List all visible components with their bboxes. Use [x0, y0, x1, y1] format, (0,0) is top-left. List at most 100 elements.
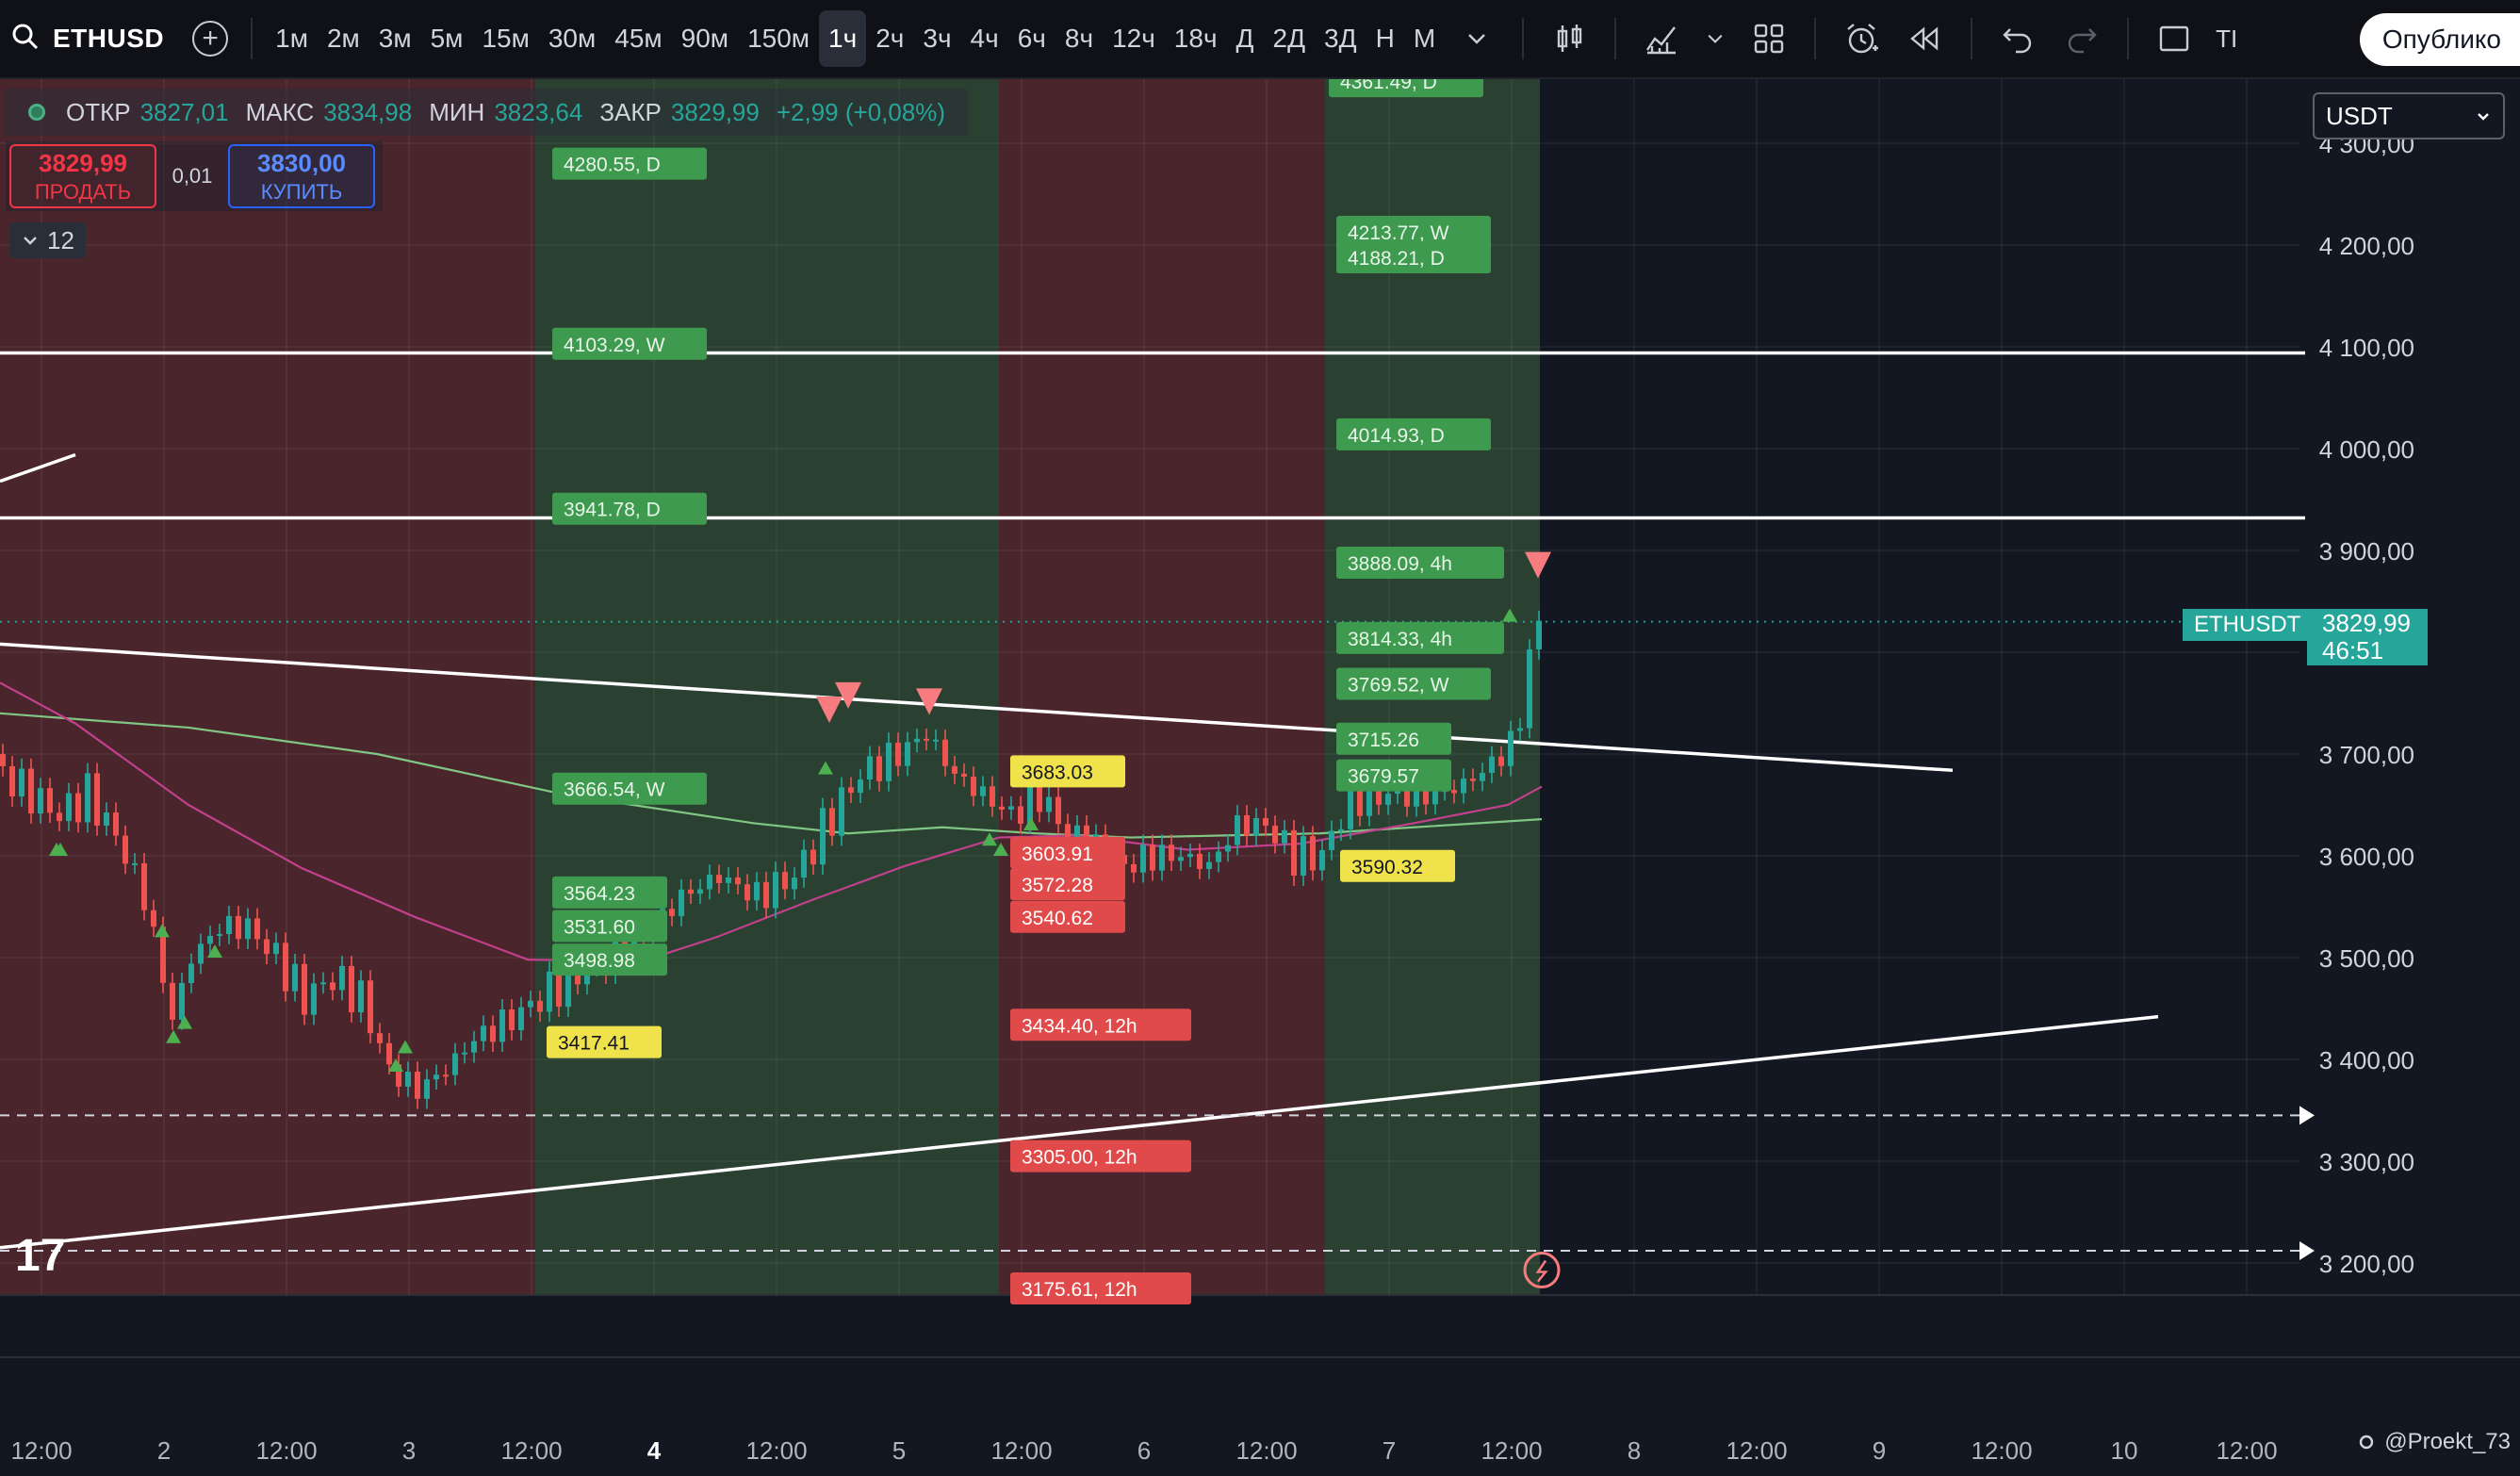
level-label-bg [1336, 667, 1491, 700]
timeframe-button[interactable]: 3м [378, 24, 412, 53]
time-axis-label: 10 [2110, 1436, 2138, 1465]
candle-body [141, 862, 147, 910]
timeframe-button[interactable]: 2ч [875, 24, 905, 53]
time-axis-label: 6 [1137, 1436, 1152, 1465]
buy-button[interactable]: 3830,00 КУПИТЬ [228, 144, 375, 208]
level-label: 3666.54, W [564, 779, 665, 801]
candle-body [170, 982, 175, 1020]
candle-body [1206, 861, 1212, 869]
sell-button[interactable]: 3829,99 ПРОДАТЬ [9, 144, 156, 208]
indicators-dropdown-button[interactable] [1699, 12, 1731, 65]
level-label: 3305.00, 12h [1022, 1147, 1137, 1169]
chart-area[interactable]: 4 300,00 4 200,00 4 100,00 4 000,00 3 900,00… [0, 79, 2520, 1419]
alert-button[interactable] [1835, 12, 1888, 65]
timeframe-button[interactable]: 150м [747, 24, 810, 53]
chart-type-button[interactable] [1543, 12, 1595, 65]
level-label: 3531.60 [564, 917, 635, 939]
layouts-button[interactable] [1743, 12, 1795, 65]
undo-button[interactable] [1991, 12, 2044, 65]
candle-body [829, 808, 835, 836]
price-axis-label: 3 300,00 [2319, 1148, 2414, 1176]
level-label-bg [1340, 849, 1455, 882]
candle-body [0, 754, 6, 766]
timeframe-button[interactable]: 1ч [819, 10, 867, 67]
timeframe-button[interactable]: 45м [614, 24, 663, 53]
timeframe-button[interactable]: 30м [548, 24, 597, 53]
high-value: 3834,98 [323, 97, 413, 126]
candle-body [876, 756, 882, 781]
price-axis-label: 3 700,00 [2319, 741, 2414, 769]
level-label: 3590.32 [1351, 857, 1423, 878]
time-axis[interactable]: 12:00 2 12:00 3 12:00 4 12:00 5 12:00 6 12:00 7 12:0… [0, 1419, 2520, 1476]
candle-body [518, 1007, 524, 1030]
currency-select[interactable]: USDT [2313, 92, 2505, 139]
candle-body [971, 776, 976, 796]
timeframe-dropdown-button[interactable] [1450, 12, 1503, 65]
timeframe-button[interactable]: Н [1375, 24, 1395, 53]
price-axis-label: 3 500,00 [2319, 944, 2414, 973]
candle-body [1150, 845, 1155, 871]
timeframe-list: 1м 2м 3м 5м 15м 30м 45м 90м 150м 1ч 2ч 3ч 4ч 6ч 8ч 12ч 1… [266, 10, 1445, 67]
candle-body [1055, 796, 1061, 825]
timeframe-button[interactable]: 5м [430, 24, 464, 53]
timeframe-button[interactable]: 4ч [970, 24, 999, 53]
candle-body [415, 1072, 420, 1099]
level-label-bg [1336, 722, 1451, 755]
candle-body [716, 875, 722, 883]
square-icon [2159, 25, 2189, 52]
time-axis-label: 12:00 [2216, 1436, 2278, 1465]
candle-body [858, 779, 863, 794]
publish-button[interactable]: Опублико [2359, 13, 2520, 66]
timeframe-button[interactable]: 3ч [923, 24, 952, 53]
buy-signal-marker [155, 924, 170, 938]
timeframe-button[interactable]: 3Д [1324, 24, 1357, 53]
timeframe-button[interactable]: 1м [275, 24, 308, 53]
candle-body [1272, 826, 1278, 844]
current-price-tag: 3829,99 46:51 [2307, 609, 2428, 665]
candle-body [1140, 845, 1146, 873]
candle-body [19, 768, 25, 796]
price-axis-label: 3 400,00 [2319, 1046, 2414, 1074]
timeframe-button[interactable]: Д [1235, 24, 1254, 53]
candle-body [377, 1033, 383, 1043]
candle-body [1235, 814, 1240, 845]
candle-body [245, 918, 251, 940]
buy-signal-marker [993, 843, 1008, 856]
buy-signal-marker [388, 1058, 403, 1072]
indicators-collapse-toggle[interactable]: 12 [9, 222, 86, 258]
candle-body [339, 965, 345, 991]
timeframe-button[interactable]: 90м [680, 24, 729, 53]
candle-body [311, 983, 317, 1015]
compare-add-symbol-button[interactable]: + [192, 21, 229, 57]
moving-average-line [0, 681, 1543, 963]
timeframe-button[interactable]: 12ч [1112, 24, 1155, 53]
candle-body [330, 982, 335, 991]
fullscreen-button[interactable] [2148, 12, 2201, 65]
candle-body [537, 1000, 543, 1012]
candle-body [434, 1074, 439, 1080]
candle-body [990, 786, 995, 807]
timeframe-button[interactable]: 2Д [1272, 24, 1306, 53]
replay-button[interactable] [1899, 12, 1952, 65]
timeframe-button[interactable]: 8ч [1064, 24, 1094, 53]
sell-signal-marker [835, 681, 861, 709]
indicators-button[interactable] [1635, 12, 1688, 65]
level-label: 3564.23 [564, 883, 635, 905]
candles-icon [1557, 25, 1582, 52]
candle-body [198, 943, 204, 964]
timeframe-button[interactable]: 2м [326, 24, 360, 53]
timeframe-button[interactable]: 6ч [1017, 24, 1046, 53]
level-label: 3683.03 [1022, 762, 1093, 783]
level-label-bg [1010, 1272, 1191, 1304]
symbol-search[interactable]: ETHUSD [0, 0, 164, 78]
candle-body [1263, 818, 1268, 827]
red-zone [999, 79, 1325, 1295]
candle-body [707, 875, 712, 890]
timeframe-button[interactable]: 18ч [1173, 24, 1218, 53]
candle-body [547, 971, 552, 1012]
timeframe-button[interactable]: М [1413, 24, 1436, 53]
timeframe-button[interactable]: 15м [482, 24, 530, 53]
chart-canvas[interactable]: 4 300,004 200,004 100,004 000,003 900,00… [0, 79, 2520, 1419]
level-label-bg [1336, 546, 1504, 579]
redo-button[interactable] [2055, 12, 2108, 65]
